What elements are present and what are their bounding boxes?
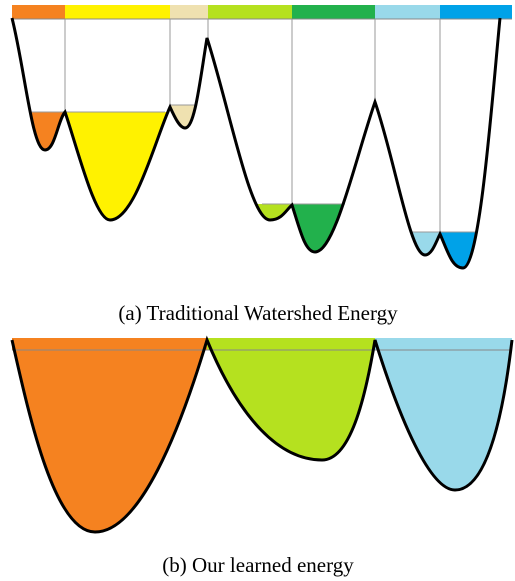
- caption: (b) Our learned energy: [162, 553, 354, 577]
- water: [12, 105, 500, 268]
- basin: [440, 232, 500, 268]
- water: [12, 340, 512, 532]
- label-bar: [440, 5, 512, 19]
- label-bar: [375, 338, 512, 350]
- basin: [375, 340, 512, 532]
- label-bar: [65, 5, 170, 19]
- caption: (a) Traditional Watershed Energy: [118, 301, 398, 325]
- dividers: [30, 19, 475, 233]
- basin: [65, 112, 170, 268]
- bottom-panel: [10, 335, 514, 534]
- label-bar: [292, 5, 375, 19]
- label-bar: [12, 338, 207, 350]
- top-panel: [10, 5, 512, 270]
- energy-curve: [10, 335, 514, 534]
- basin: [170, 105, 207, 268]
- label-bar: [170, 5, 208, 19]
- label-bar: [12, 5, 65, 19]
- label-bar: [375, 5, 440, 19]
- basin: [292, 204, 375, 268]
- energy-curve: [10, 17, 502, 270]
- label-bar: [208, 5, 292, 19]
- label-bar: [207, 338, 375, 350]
- basin: [12, 340, 207, 532]
